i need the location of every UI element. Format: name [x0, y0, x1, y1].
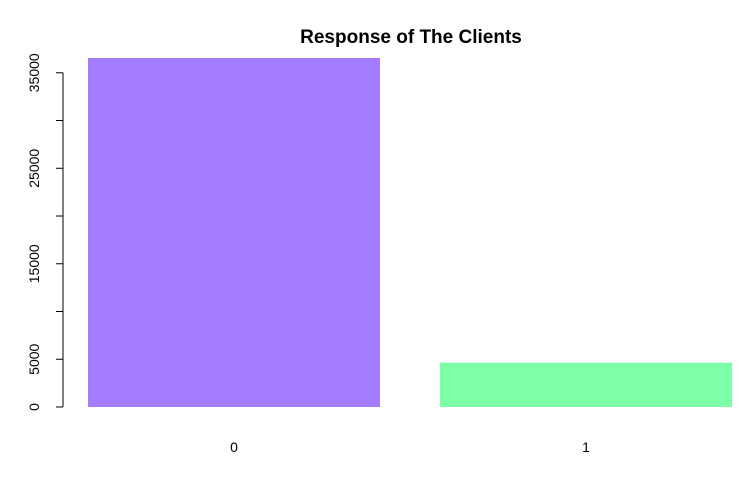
- chart-title: Response of The Clients: [300, 27, 522, 48]
- bar-0: [88, 58, 380, 407]
- x-tick-label: 0: [230, 439, 238, 455]
- y-tick-label: 15000: [26, 244, 42, 283]
- x-tick-label: 1: [582, 439, 590, 455]
- bar-1: [440, 362, 732, 407]
- y-tick-label: 0: [26, 403, 42, 411]
- bars: [88, 58, 732, 407]
- y-tick-label: 5000: [26, 343, 42, 374]
- y-tick-label: 25000: [26, 149, 42, 188]
- y-axis: 0 5000 15000 25000 35000: [26, 53, 64, 411]
- y-tick-label: 35000: [26, 53, 42, 92]
